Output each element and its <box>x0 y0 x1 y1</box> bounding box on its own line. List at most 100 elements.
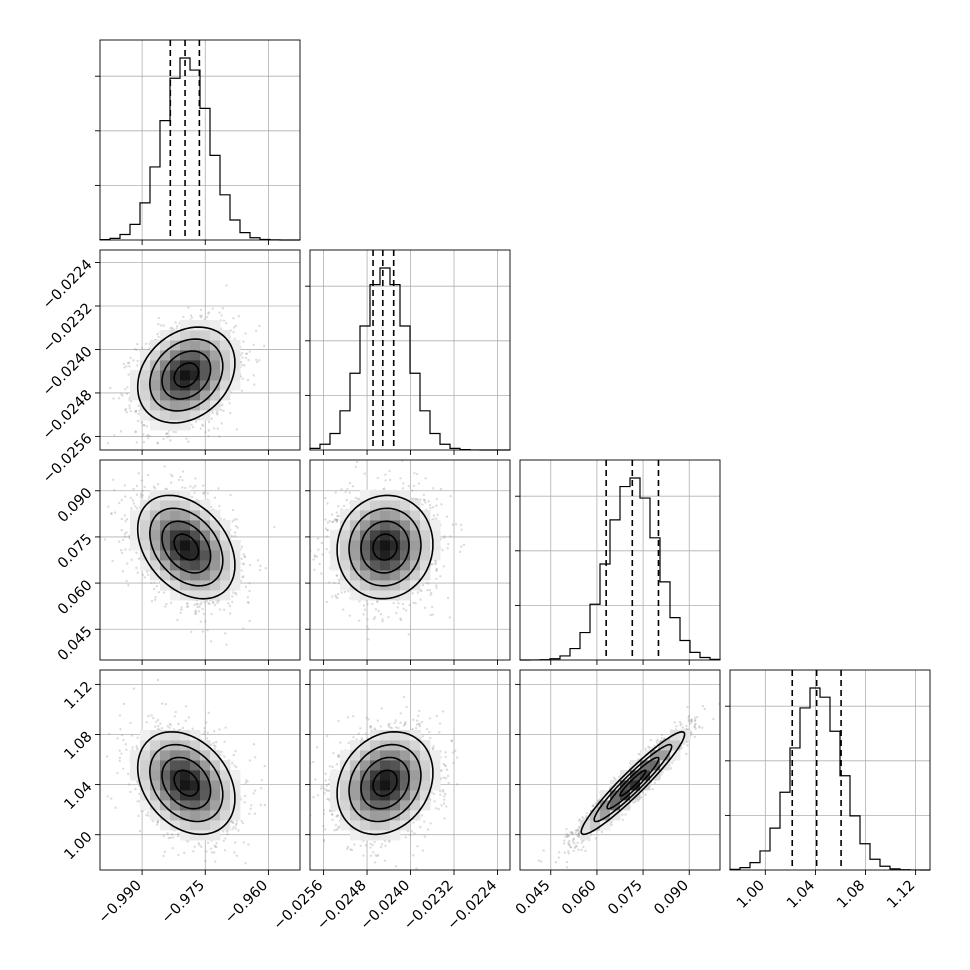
density-cell <box>210 580 221 591</box>
scatter-point <box>219 327 223 330</box>
scatter-point <box>135 348 138 352</box>
scatter-point <box>248 563 252 567</box>
scatter-point <box>181 486 184 489</box>
scatter-point <box>366 602 369 606</box>
scatter-point <box>232 317 235 320</box>
scatter-point <box>109 386 112 390</box>
scatter-point <box>132 502 136 505</box>
density-cell <box>170 330 181 341</box>
density-cell <box>160 550 171 561</box>
density-cell <box>230 570 241 581</box>
scatter-point <box>162 437 165 441</box>
density-cell <box>170 420 181 431</box>
scatter-point <box>135 441 138 444</box>
scatter-point <box>137 472 140 475</box>
scatter-point <box>195 602 198 606</box>
scatter-point <box>135 507 139 510</box>
scatter-point <box>129 409 132 413</box>
scatter-point <box>117 540 121 543</box>
density-cell <box>140 380 151 391</box>
scatter-point <box>147 573 150 577</box>
density-cell <box>220 370 231 381</box>
density-cell <box>200 530 211 541</box>
scatter-point <box>244 356 248 360</box>
scatter-point <box>155 585 159 588</box>
scatter-point <box>373 616 377 619</box>
density-cell <box>140 360 151 371</box>
scatter-point <box>241 562 245 565</box>
density-cell <box>210 330 221 341</box>
scatter-point <box>247 601 250 605</box>
density-cell <box>200 500 211 511</box>
density-cell <box>130 520 141 531</box>
scatter-point <box>169 326 173 330</box>
scatter-point <box>132 359 135 362</box>
density-cell <box>180 390 191 401</box>
scatter-point <box>248 619 251 623</box>
scatter-point <box>210 612 213 616</box>
density-cell <box>160 500 171 511</box>
scatter-point <box>199 620 202 623</box>
scatter-point <box>388 478 392 482</box>
density-cell <box>230 380 241 391</box>
scatter-point <box>252 374 255 377</box>
scatter-point <box>206 492 210 495</box>
scatter-point <box>187 440 190 443</box>
scatter-point <box>165 602 168 606</box>
scatter-point <box>136 342 139 346</box>
scatter-point <box>136 571 140 575</box>
density-cell <box>140 400 151 411</box>
density-cell <box>160 340 171 351</box>
density-cell <box>170 550 181 561</box>
scatter-point <box>134 409 138 413</box>
density-cell <box>160 580 171 591</box>
scatter-point <box>220 422 224 425</box>
scatter-point <box>258 568 262 572</box>
contour-line <box>148 338 224 412</box>
scatter-point <box>225 284 228 287</box>
density-cell <box>190 370 201 381</box>
density-cell <box>190 320 201 331</box>
scatter-point <box>121 570 125 573</box>
density-cell <box>160 530 171 541</box>
density-cell <box>130 380 141 391</box>
density-cell <box>130 510 141 521</box>
scatter-point <box>229 411 232 415</box>
scatter-point <box>442 536 446 539</box>
scatter-point <box>212 601 215 604</box>
scatter-point <box>146 434 150 437</box>
scatter-point <box>190 495 194 499</box>
density-cell <box>180 500 191 511</box>
scatter-point <box>240 569 243 572</box>
scatter-point <box>231 600 234 604</box>
density-cell <box>210 350 221 361</box>
scatter-point <box>320 541 324 545</box>
scatter-point <box>123 514 127 517</box>
density-cell <box>220 570 231 581</box>
scatter-point <box>156 483 160 486</box>
contour-line <box>173 533 200 561</box>
scatter-point <box>153 598 157 602</box>
scatter-point <box>189 485 192 488</box>
scatter-point <box>180 608 183 611</box>
scatter-point <box>123 484 126 487</box>
density-cell <box>210 570 221 581</box>
scatter-point <box>120 528 123 532</box>
scatter-point <box>175 327 178 330</box>
scatter-point <box>126 562 129 565</box>
density-cell <box>230 580 241 591</box>
scatter-point <box>106 441 110 445</box>
scatter-point <box>216 410 219 413</box>
histogram-step-0 <box>99 57 301 241</box>
density-cell <box>190 520 201 531</box>
scatter-point <box>113 489 116 492</box>
scatter-point <box>112 397 115 400</box>
density-cell <box>220 350 231 361</box>
scatter-point <box>242 340 245 343</box>
density-cell <box>190 530 201 541</box>
scatter-point <box>234 591 238 595</box>
density-cell <box>180 520 191 531</box>
density-cell <box>210 560 221 571</box>
scatter-point <box>170 481 173 484</box>
scatter-point <box>136 359 139 363</box>
